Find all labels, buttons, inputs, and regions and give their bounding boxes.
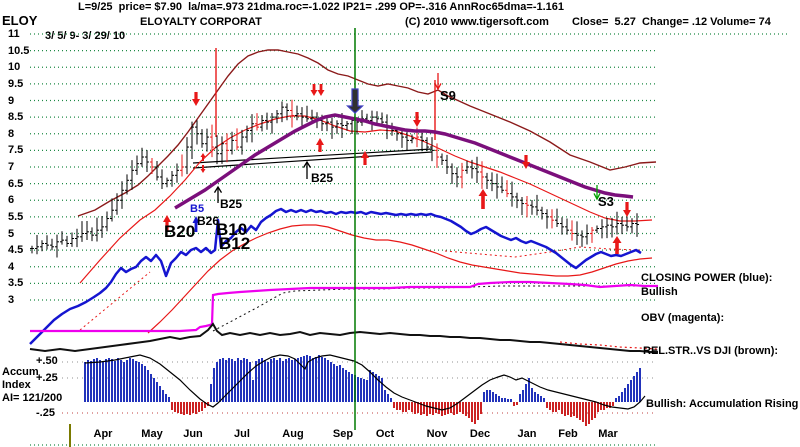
- x-axis-month-label: Jan: [517, 428, 537, 440]
- accum-signal-line: [84, 354, 646, 411]
- accum-ai-value: AI= 121/200: [2, 392, 63, 404]
- y-axis-label: 9: [8, 94, 15, 107]
- y-axis-label: 4.5: [8, 244, 24, 257]
- obv-line: [30, 280, 658, 333]
- x-axis-month-label: Nov: [426, 428, 448, 440]
- indicator-readout-line: L=9/25 price= $7.90 la/ma=.973 21dma.roc…: [78, 1, 565, 13]
- accum-scale-plus25: +.25: [36, 372, 58, 384]
- y-axis-label: 7.5: [8, 144, 24, 157]
- x-axis-month-label: Apr: [93, 428, 113, 440]
- x-axis-month-label: Jun: [183, 428, 203, 440]
- band-lines: [77, 49, 657, 334]
- x-axis-month-label: Sep: [332, 428, 354, 440]
- y-axis-label: 3: [8, 294, 15, 306]
- x-axis-month-label: Dec: [469, 428, 491, 440]
- y-axis-label: 10: [8, 61, 21, 74]
- closing-power-status: Bullish: [641, 286, 678, 298]
- accum-status-label: Bullish: Accumulation Rising: [646, 398, 799, 410]
- x-axis-month-label: May: [141, 428, 163, 440]
- rel-str-label: REL.STR..VS DJI (brown):: [643, 345, 779, 357]
- red-spike-bars: [215, 48, 436, 140]
- x-axis-month-label: Mar: [598, 428, 618, 440]
- accum-scale-plus50: +.50: [36, 355, 58, 367]
- accum-word1: Accum: [2, 366, 39, 378]
- signal-arrows: [163, 73, 631, 254]
- trend-lines: [192, 148, 433, 169]
- y-axis-label: 10.5: [8, 44, 30, 57]
- accum-word2: Index: [2, 379, 31, 391]
- y-axis-label: 9.5: [8, 77, 24, 90]
- ticker-symbol: ELOY: [2, 13, 38, 28]
- y-axis-label: 3.5: [8, 277, 24, 290]
- y-axis-label: 11: [8, 28, 20, 40]
- y-axis-label: 7: [8, 161, 15, 173]
- x-axis-month-label: Aug: [282, 428, 304, 440]
- closing-power-line: [29, 207, 642, 345]
- y-axis-label: 5: [8, 227, 15, 240]
- y-axis-label: 4: [8, 260, 15, 273]
- y-axis-label: 5.5: [8, 210, 24, 223]
- x-axis-month-label: Jul: [234, 428, 250, 440]
- purple-ma-line: [174, 113, 634, 210]
- accum-scale-minus25: -.25: [36, 407, 55, 419]
- price-gridlines: [30, 33, 790, 446]
- y-axis-label: 8: [8, 127, 15, 140]
- y-axis-label: 6.5: [8, 177, 24, 190]
- date-range: 3/ 5/ 9- 3/ 29/ 10: [45, 30, 126, 42]
- company-name: ELOYALTY CORPORAT: [140, 16, 262, 28]
- copyright-text: (C) 2010 www.tigersoft.com: [405, 16, 549, 28]
- y-axis-label: 8.5: [8, 111, 24, 124]
- price-stats: Close= 5.27 Change= .12 Volume= 74: [572, 16, 771, 28]
- x-axis-month-label: Oct: [375, 428, 395, 440]
- x-axis-month-label: Feb: [558, 428, 578, 440]
- y-axis-label: 6: [8, 194, 15, 207]
- obv-label: OBV (magenta):: [641, 312, 725, 324]
- closing-power-label: CLOSING POWER (blue):: [641, 272, 773, 284]
- rel-str-line: [29, 322, 658, 353]
